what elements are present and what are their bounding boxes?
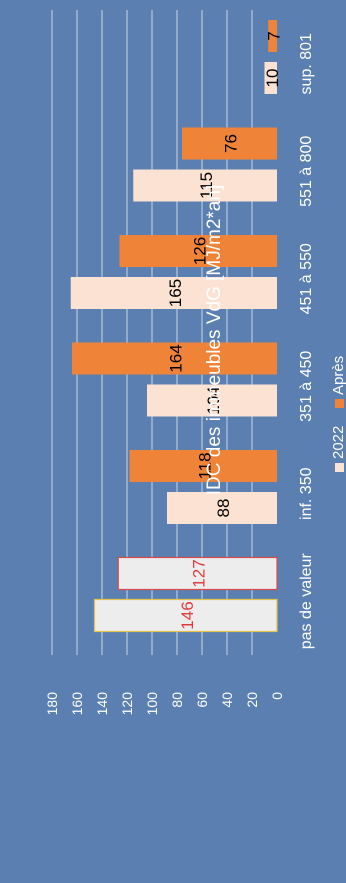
data-label-apres: 164 <box>167 344 186 372</box>
legend-swatch <box>335 463 344 472</box>
y-tick-label: 140 <box>94 692 110 716</box>
bar-2022 <box>167 492 277 524</box>
data-label-2022: 104 <box>204 386 223 414</box>
data-label-apres: 76 <box>222 134 241 153</box>
bar-2022 <box>264 62 277 94</box>
y-tick-label: 60 <box>194 692 210 708</box>
legend-label: 2022 <box>330 426 346 459</box>
data-label-2022: 88 <box>214 499 233 518</box>
bar-2022 <box>147 384 277 417</box>
data-label-apres: 127 <box>190 559 209 587</box>
data-label-apres: 7 <box>265 31 284 40</box>
bar-2022 <box>93 598 278 633</box>
data-label-apres: 126 <box>190 237 209 265</box>
category-label: sup. 801 <box>298 33 315 94</box>
data-label-2022: 10 <box>263 69 282 88</box>
y-tick-label: 20 <box>244 692 260 708</box>
y-tick-label: 100 <box>144 692 160 716</box>
data-label-2022: 165 <box>166 279 185 307</box>
data-label-apres: 118 <box>195 452 214 479</box>
data-label-2022: 115 <box>197 172 216 199</box>
category-label: 451 à 550 <box>298 243 315 314</box>
chart-title: IDC des immeubles VdG [MJ/m2*an] <box>204 185 225 495</box>
bar-2022 <box>133 169 277 202</box>
y-tick-label: 120 <box>119 692 135 716</box>
y-tick-label: 40 <box>219 692 235 708</box>
category-label: 551 à 800 <box>298 136 315 207</box>
legend-label: Après <box>330 356 346 395</box>
bar-apres <box>182 127 277 160</box>
bar-apres <box>119 235 277 267</box>
bar-2022 <box>70 277 277 309</box>
y-tick-label: 160 <box>69 692 85 716</box>
y-tick-label: 0 <box>269 692 285 700</box>
category-label: inf. 350 <box>298 467 315 520</box>
bar-apres <box>129 450 277 482</box>
data-label-2022: 146 <box>178 601 197 629</box>
bar-apres <box>268 20 277 52</box>
y-tick-label: 80 <box>169 692 185 708</box>
bar-apres <box>72 342 277 375</box>
legend-swatch <box>335 399 344 408</box>
category-label: pas de valeur <box>298 553 315 650</box>
y-tick-label: 180 <box>44 692 60 716</box>
category-label: 351 à 450 <box>298 351 315 422</box>
bar-apres <box>117 556 278 591</box>
